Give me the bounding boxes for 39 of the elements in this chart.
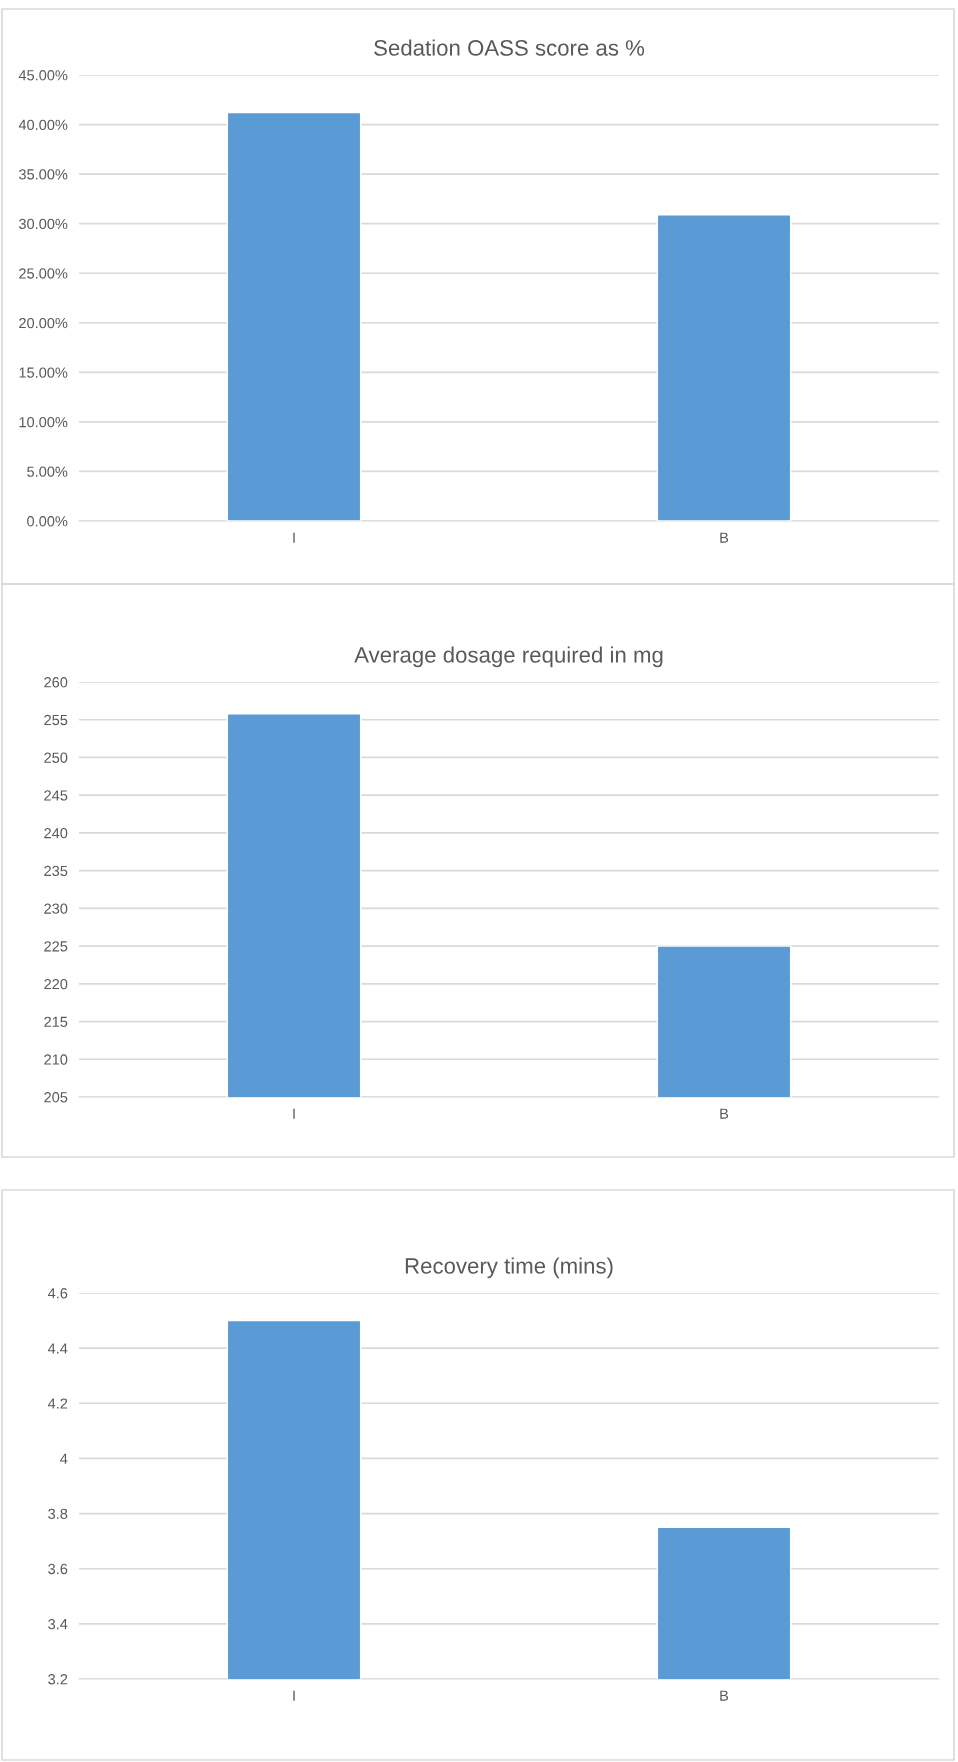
x-tick-label: I [293,1108,295,1119]
y-tick-label: 30.00% [18,218,68,230]
y-tick-label: 4.4 [47,1343,68,1354]
chart-title: Average dosage required in mg [354,646,663,668]
y-tick-label: 240 [44,828,68,839]
x-tick-label: B [720,1690,729,1701]
y-tick-label: 45.00% [18,70,68,81]
y-tick-label: 4.6 [47,1288,68,1299]
chart-title: Sedation OASS score as % [374,39,645,56]
y-tick-label: 225 [44,941,68,952]
y-tick-label: 4.2 [47,1398,68,1409]
y-tick-label: 220 [44,978,68,990]
y-tick-label: 215 [44,1016,68,1027]
y-tick-label: 3.6 [48,1563,68,1575]
y-tick-label: 255 [44,714,68,726]
chart-title: Recovery time (mins) [405,1257,613,1279]
x-tick-label: B [720,1108,729,1119]
y-tick-label: 250 [44,752,68,763]
y-tick-label: 3.4 [48,1618,68,1630]
x-tick-label: B [720,532,729,543]
y-tick-label: 40.00% [18,119,68,130]
y-tick-label: 10.00% [19,416,68,428]
y-tick-label: 4 [60,1453,68,1464]
y-tick-label: 0.00% [27,516,68,527]
y-tick-label: 20.00% [19,317,68,329]
y-tick-label: 235 [44,865,68,877]
y-tick-label: 260 [44,677,68,688]
y-tick-label: 210 [44,1054,68,1065]
y-tick-label: 25.00% [19,268,68,279]
y-tick-label: 35.00% [18,169,68,180]
y-tick-label: 3.2 [48,1674,68,1685]
y-tick-label: 5.00% [27,466,68,477]
y-tick-label: 3.8 [48,1508,68,1519]
x-tick-label: I [293,1690,295,1701]
x-tick-label: I [293,532,295,543]
y-tick-label: 205 [44,1092,68,1103]
y-tick-label: 230 [44,903,68,914]
y-tick-label: 15.00% [19,367,68,378]
y-tick-label: 245 [44,790,68,801]
